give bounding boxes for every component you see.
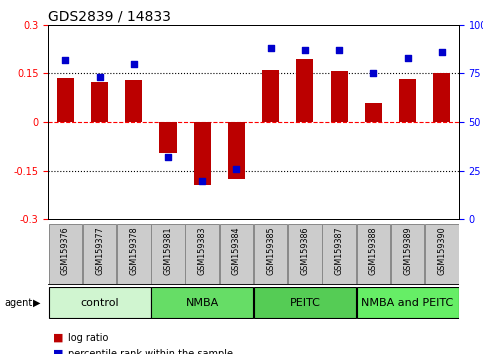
FancyBboxPatch shape xyxy=(288,224,322,284)
Text: log ratio: log ratio xyxy=(68,333,108,343)
Point xyxy=(267,45,274,51)
Text: GSM159381: GSM159381 xyxy=(164,226,172,275)
Bar xyxy=(228,122,245,179)
Bar xyxy=(297,59,313,122)
Bar xyxy=(330,71,348,122)
Bar xyxy=(57,78,74,122)
Bar xyxy=(159,122,177,153)
Bar xyxy=(399,79,416,122)
Text: GSM159383: GSM159383 xyxy=(198,226,207,275)
FancyBboxPatch shape xyxy=(83,224,116,284)
Point xyxy=(369,70,377,76)
Text: GSM159387: GSM159387 xyxy=(335,226,343,275)
Text: GSM159378: GSM159378 xyxy=(129,226,138,275)
FancyBboxPatch shape xyxy=(391,224,424,284)
Point xyxy=(233,166,241,172)
Text: GSM159376: GSM159376 xyxy=(61,226,70,275)
Text: GSM159385: GSM159385 xyxy=(266,226,275,275)
Bar xyxy=(194,122,211,185)
FancyBboxPatch shape xyxy=(356,224,390,284)
FancyBboxPatch shape xyxy=(254,287,356,318)
Text: PEITC: PEITC xyxy=(289,298,320,308)
FancyBboxPatch shape xyxy=(220,224,253,284)
Point xyxy=(335,47,343,53)
FancyBboxPatch shape xyxy=(322,224,356,284)
Bar xyxy=(262,70,279,122)
Text: GDS2839 / 14833: GDS2839 / 14833 xyxy=(48,10,171,24)
FancyBboxPatch shape xyxy=(117,224,151,284)
FancyBboxPatch shape xyxy=(49,224,82,284)
Point xyxy=(301,47,309,53)
Bar xyxy=(125,80,142,122)
Point xyxy=(199,178,206,183)
FancyBboxPatch shape xyxy=(254,224,287,284)
Text: GSM159390: GSM159390 xyxy=(437,226,446,275)
Text: control: control xyxy=(80,298,119,308)
Text: GSM159388: GSM159388 xyxy=(369,226,378,275)
Point xyxy=(438,49,446,55)
Text: NMBA: NMBA xyxy=(185,298,219,308)
FancyBboxPatch shape xyxy=(151,224,185,284)
FancyBboxPatch shape xyxy=(356,287,458,318)
Point xyxy=(130,61,138,67)
Point xyxy=(404,55,412,61)
Text: NMBA and PEITC: NMBA and PEITC xyxy=(361,298,454,308)
Bar xyxy=(365,103,382,122)
FancyBboxPatch shape xyxy=(185,224,219,284)
Text: GSM159377: GSM159377 xyxy=(95,226,104,275)
Text: GSM159384: GSM159384 xyxy=(232,226,241,275)
FancyBboxPatch shape xyxy=(425,224,458,284)
Point xyxy=(164,154,172,160)
Text: percentile rank within the sample: percentile rank within the sample xyxy=(68,349,233,354)
Text: agent: agent xyxy=(5,298,33,308)
Text: GSM159389: GSM159389 xyxy=(403,226,412,275)
Text: ■: ■ xyxy=(53,333,64,343)
Text: ▶: ▶ xyxy=(32,298,40,308)
Text: ■: ■ xyxy=(53,349,64,354)
Text: GSM159386: GSM159386 xyxy=(300,226,310,275)
Bar xyxy=(91,81,108,122)
Point xyxy=(61,57,69,63)
FancyBboxPatch shape xyxy=(151,287,253,318)
FancyBboxPatch shape xyxy=(49,287,151,318)
Point xyxy=(96,74,103,80)
Bar xyxy=(433,73,450,122)
